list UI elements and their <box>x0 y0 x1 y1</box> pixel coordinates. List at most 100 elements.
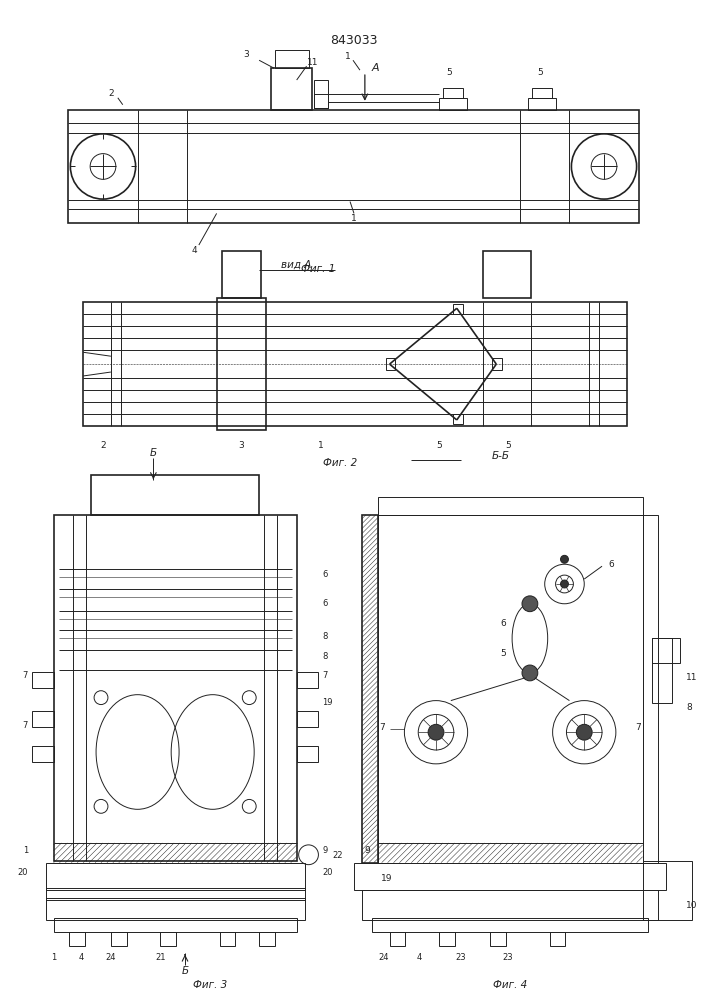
Text: Б-Б: Б-Б <box>491 451 509 461</box>
Text: 3: 3 <box>243 50 249 59</box>
Bar <box>643 861 692 920</box>
Bar <box>275 50 308 68</box>
Bar <box>532 88 551 98</box>
Text: 20: 20 <box>322 868 333 877</box>
Text: 1: 1 <box>317 441 323 450</box>
Text: 1: 1 <box>23 846 28 855</box>
Bar <box>54 843 297 863</box>
Text: 9: 9 <box>364 846 370 855</box>
Bar <box>484 251 531 298</box>
Text: Фиг. 3: Фиг. 3 <box>192 980 227 990</box>
Text: 7: 7 <box>322 671 328 680</box>
Circle shape <box>428 724 444 740</box>
Text: 24: 24 <box>105 953 116 962</box>
Text: 6: 6 <box>322 599 328 608</box>
Bar <box>362 890 658 920</box>
Text: 20: 20 <box>18 868 28 877</box>
Circle shape <box>561 555 568 563</box>
Text: 5: 5 <box>501 649 506 658</box>
Bar <box>362 515 378 863</box>
Text: 1: 1 <box>345 52 351 61</box>
Bar <box>32 746 54 762</box>
Bar <box>443 88 462 98</box>
Bar <box>452 414 462 424</box>
Bar <box>46 888 305 900</box>
Bar <box>32 711 54 727</box>
Bar <box>259 932 275 946</box>
Bar <box>216 298 266 430</box>
Bar <box>439 932 455 946</box>
Text: 22: 22 <box>332 851 343 860</box>
Text: Фиг. 2: Фиг. 2 <box>323 458 357 468</box>
Text: 5: 5 <box>436 441 442 450</box>
Bar <box>315 94 328 108</box>
Bar <box>111 932 127 946</box>
Text: 21: 21 <box>155 953 165 962</box>
Bar <box>69 110 638 223</box>
Text: Б: Б <box>150 448 157 458</box>
Text: 10: 10 <box>686 901 698 910</box>
Text: 4: 4 <box>416 953 422 962</box>
Text: 11: 11 <box>307 58 318 67</box>
Text: 19: 19 <box>322 698 333 707</box>
Text: 6: 6 <box>501 619 506 628</box>
Text: Б: Б <box>182 966 189 976</box>
Bar <box>46 898 305 920</box>
Text: 3: 3 <box>238 441 244 450</box>
Bar <box>653 638 672 703</box>
Bar <box>297 672 318 688</box>
Bar <box>528 98 556 110</box>
Bar <box>372 918 648 932</box>
Bar <box>297 746 318 762</box>
Bar <box>390 932 405 946</box>
Bar <box>378 515 643 863</box>
Text: 6: 6 <box>608 560 614 569</box>
Circle shape <box>576 724 592 740</box>
Circle shape <box>522 665 538 681</box>
Text: 5: 5 <box>506 441 511 450</box>
Text: 6: 6 <box>322 570 328 579</box>
Bar <box>452 304 462 314</box>
Bar <box>32 672 54 688</box>
Bar <box>221 251 261 298</box>
Bar <box>378 497 643 515</box>
Text: 23: 23 <box>455 953 466 962</box>
Text: 9: 9 <box>322 846 327 855</box>
Bar <box>160 932 176 946</box>
Text: 7: 7 <box>23 671 28 680</box>
Text: Фиг. 4: Фиг. 4 <box>493 980 527 990</box>
Text: 2: 2 <box>108 89 114 98</box>
Text: 7: 7 <box>380 723 385 732</box>
Bar <box>492 358 502 370</box>
Bar <box>54 515 297 861</box>
Text: 11: 11 <box>686 673 698 682</box>
Text: Фиг. 1: Фиг. 1 <box>301 264 336 274</box>
Text: 1: 1 <box>351 214 357 223</box>
Text: 843033: 843033 <box>330 34 378 47</box>
Text: 8: 8 <box>686 703 691 712</box>
Text: 8: 8 <box>322 632 328 641</box>
Bar <box>354 863 666 890</box>
Bar <box>315 80 328 108</box>
Bar <box>46 863 305 890</box>
Bar <box>439 98 467 110</box>
Text: 5: 5 <box>537 68 543 77</box>
Text: 2: 2 <box>100 441 106 450</box>
Bar <box>653 638 680 663</box>
Text: 7: 7 <box>23 721 28 730</box>
Bar <box>69 932 86 946</box>
Bar <box>91 475 259 515</box>
Bar <box>491 932 506 946</box>
Text: 4: 4 <box>78 953 84 962</box>
Bar <box>54 918 297 932</box>
Bar <box>549 932 566 946</box>
Circle shape <box>522 596 538 612</box>
Bar <box>83 302 626 426</box>
Text: 19: 19 <box>381 874 392 883</box>
Bar <box>385 358 395 370</box>
Text: 23: 23 <box>503 953 513 962</box>
Text: 24: 24 <box>378 953 389 962</box>
Bar <box>643 515 658 863</box>
Circle shape <box>561 580 568 588</box>
Bar <box>297 711 318 727</box>
